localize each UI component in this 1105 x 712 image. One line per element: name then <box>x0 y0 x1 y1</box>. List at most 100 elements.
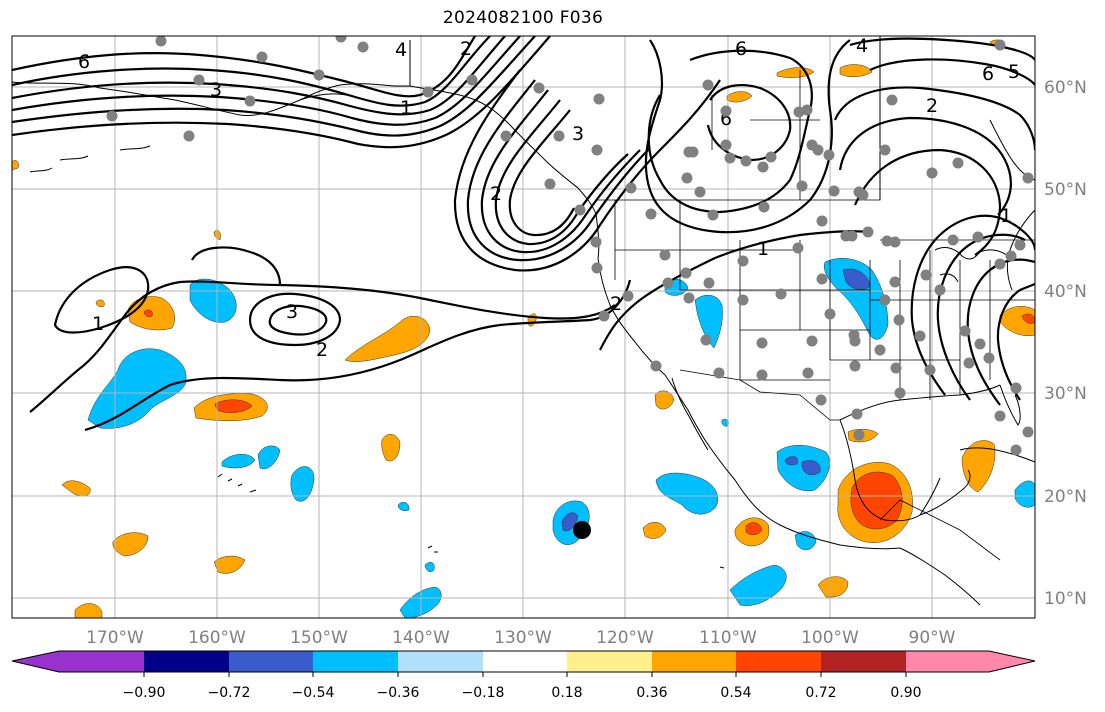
station-dot-icon <box>853 429 865 441</box>
station-dot-icon <box>974 338 986 350</box>
station-dot-icon <box>737 294 749 306</box>
station-dot-icon <box>926 167 938 179</box>
station-dot-icon <box>687 146 699 158</box>
station-dot-icon <box>155 36 167 47</box>
colorbar-segment <box>229 651 313 672</box>
contour-label: 6 <box>982 63 994 85</box>
colorbar-tick: −0.72 <box>208 685 251 701</box>
lat-label: 20°N <box>1044 487 1087 507</box>
lat-label: 30°N <box>1044 384 1087 404</box>
station-dot-icon <box>724 152 736 164</box>
contour-label: 2 <box>926 95 938 117</box>
station-dot-icon <box>1005 250 1017 262</box>
colorbar-tick: −0.18 <box>462 685 505 701</box>
station-dot-icon <box>244 95 256 107</box>
station-dot-icon <box>183 130 195 142</box>
contour-label: 1 <box>757 238 769 260</box>
contour-label: 3 <box>572 123 584 145</box>
station-dot-icon <box>590 236 602 248</box>
station-dot-icon <box>737 255 749 267</box>
station-dot-icon <box>765 151 777 163</box>
colorbar-tick: 0.36 <box>636 685 667 701</box>
station-dot-icon <box>662 277 674 289</box>
station-dot-icon <box>846 230 858 242</box>
station-dot-icon <box>720 139 732 151</box>
station-dot-icon <box>720 105 732 117</box>
station-dot-icon <box>816 273 828 285</box>
station-dot-icon <box>952 157 964 169</box>
station-dot-icon <box>1010 382 1022 394</box>
contour-label: 2 <box>490 183 502 205</box>
station-dot-icon <box>801 104 813 116</box>
contour-label: 1 <box>1000 205 1012 227</box>
station-dot-icon <box>758 201 770 213</box>
colorbar-tick: −0.90 <box>123 685 166 701</box>
contour-label: 3 <box>210 79 222 101</box>
station-dot-icon <box>598 310 610 322</box>
map-title: 2024082100 F036 <box>442 8 604 28</box>
station-dot-icon <box>1022 426 1034 438</box>
station-dot-icon <box>713 367 725 379</box>
contour-label: 1 <box>92 313 104 335</box>
lon-label: 170°W <box>86 628 144 648</box>
coastlines <box>12 36 1035 606</box>
station-dot-icon <box>422 86 434 98</box>
station-dot-icon <box>357 41 369 53</box>
station-dot-icon <box>914 330 926 342</box>
colorbar-tick: 0.18 <box>551 685 582 701</box>
lat-label: 10°N <box>1044 589 1087 609</box>
station-dot-icon <box>963 357 975 369</box>
storm-center-icon <box>573 521 591 539</box>
station-dot-icon <box>740 155 752 167</box>
contour-label: 2 <box>316 339 328 361</box>
contour-label: 2 <box>460 38 472 60</box>
lon-label: 140°W <box>392 628 450 648</box>
height-contours <box>12 36 1035 432</box>
colorbar-extend-high <box>989 651 1035 672</box>
lon-label: 90°W <box>909 628 956 648</box>
station-dot-icon <box>815 394 827 406</box>
station-dot-icon <box>702 79 714 91</box>
station-dot-icon <box>574 204 586 216</box>
station-dot-icon <box>466 74 478 86</box>
station-dot-icon <box>824 308 836 320</box>
station-dot-icon <box>881 235 893 247</box>
station-dot-icon <box>879 294 891 306</box>
station-dot-icon <box>533 82 545 94</box>
station-dot-icon <box>886 94 898 106</box>
colorbar-segment <box>821 651 906 672</box>
station-dot-icon <box>591 144 603 156</box>
colorbar: −0.90 −0.72 −0.54 −0.36 −0.18 0.18 0.36 … <box>11 650 1036 701</box>
colorbar-segment <box>59 651 144 672</box>
negative-anomaly-shading <box>87 258 1035 618</box>
station-dot-icon <box>106 110 118 122</box>
station-dot-icon <box>889 276 901 288</box>
station-dot-icon <box>994 258 1006 270</box>
lat-label: 40°N <box>1044 282 1087 302</box>
colorbar-segment <box>736 651 821 672</box>
station-dot-icon <box>983 352 995 364</box>
station-dot-icon <box>1010 444 1022 456</box>
station-dot-icon <box>650 360 662 372</box>
colorbar-segment <box>313 651 398 672</box>
station-dot-icon <box>756 337 768 349</box>
station-dot-icon <box>756 369 768 381</box>
station-dot-icon <box>924 364 936 376</box>
station-dot-icon <box>889 236 901 248</box>
station-dot-icon <box>972 231 984 243</box>
colorbar-segment <box>398 651 483 672</box>
contour-label: 6 <box>78 51 90 73</box>
station-dot-icon <box>544 178 556 190</box>
colorbar-tick: 0.72 <box>805 685 836 701</box>
colorbar-tick: 0.54 <box>720 685 751 701</box>
colorbar-segment <box>567 651 652 672</box>
station-dot-icon <box>857 189 869 201</box>
colorbar-tick: 0.90 <box>890 685 921 701</box>
station-dot-icon <box>823 149 835 161</box>
station-dot-icon <box>703 277 715 289</box>
station-dot-icon <box>893 314 905 326</box>
station-dot-icon <box>879 144 891 156</box>
station-dot-icon <box>659 249 671 261</box>
station-dot-icon <box>849 360 861 372</box>
longitude-labels: 170°W 160°W 150°W 140°W 130°W 120°W 110°… <box>86 628 956 648</box>
